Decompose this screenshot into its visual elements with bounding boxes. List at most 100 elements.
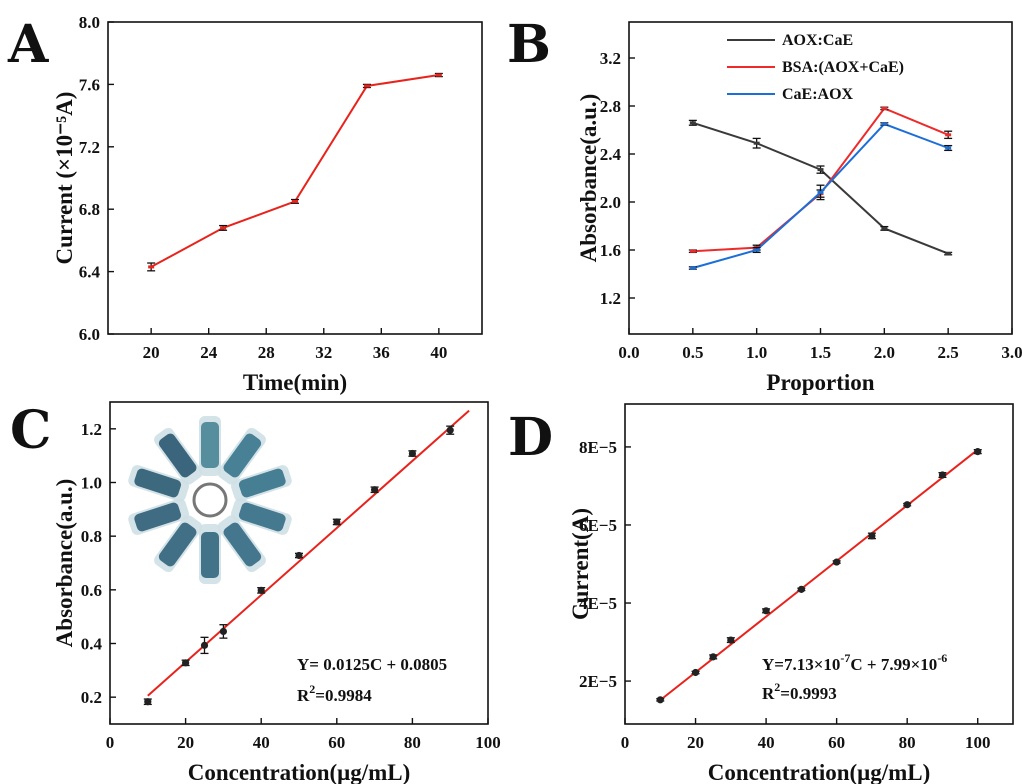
- panel-b-data-point: [945, 133, 952, 137]
- panel-c-data-point: [257, 586, 265, 594]
- panel-c-plot-area: [109, 401, 489, 725]
- panel-b-ytick-label: 2.8: [600, 97, 621, 116]
- panel-b-xtick-label: 2.0: [874, 343, 895, 362]
- tube-liquid-icon: [201, 532, 219, 578]
- tube-liquid-icon: [158, 522, 197, 567]
- panel-c-data-point: [200, 641, 209, 649]
- panel-a-data-point: [435, 73, 442, 77]
- panel-c-r-squared: R2=0.9984: [297, 682, 372, 705]
- panel-d-ytick-label: 6E−5: [579, 516, 617, 535]
- tube-liquid-icon: [201, 422, 219, 468]
- panel-b-chart: AOX:CaE BSA:(AOX+CaE) CaE:AOX 0.0 0.5 1.0 1.5…: [576, 21, 1022, 395]
- tube-icon: [230, 465, 292, 502]
- panel-a-series-line-1: [150, 74, 439, 268]
- panel-a-ytick-label: 8.0: [79, 13, 100, 32]
- legend-label-2: BSA:(AOX+CaE): [782, 59, 904, 76]
- panel-c-data-point: [371, 486, 379, 494]
- panel-a-x-axis-title: Time(min): [243, 370, 347, 395]
- panel-b-ytick-label: 3.2: [600, 49, 621, 68]
- panel-c-fit-line: [147, 409, 470, 697]
- panel-d-data-point: [727, 636, 735, 644]
- panel-c-ytick-label: 0.8: [81, 527, 102, 546]
- panel-c-x-axis-title: Concentration(μg/mL): [188, 760, 411, 784]
- tube-liquid-icon: [223, 433, 262, 478]
- panel-a-chart: 20 24 28 32 36 40 6.0 6.4 6.8 7.2 7.6 8.0 Time(min) C…: [52, 13, 483, 395]
- panel-c-ytick-label: 0.4: [81, 635, 103, 654]
- tube-liquid-icon: [134, 502, 182, 532]
- panel-a-plot-area: [107, 21, 483, 335]
- panel-b-xtick-label: 1.0: [746, 343, 767, 362]
- panel-c-xtick-label: 100: [475, 733, 501, 752]
- tube-icon: [199, 416, 221, 476]
- panel-c-ytick-label: 0.2: [81, 688, 102, 707]
- panel-b-data-point: [689, 121, 696, 125]
- panel-c-xtick-label: 0: [106, 733, 115, 752]
- panel-a-xtick-label: 32: [315, 343, 332, 362]
- panel-b-data-point: [689, 249, 696, 253]
- panel-a-y-axis-title: Current (×10⁻⁵A): [52, 92, 77, 265]
- panel-d-equation: Y=7.13×10-7C + 7.99×10-6: [762, 651, 947, 674]
- panel-c-data-point: [408, 449, 416, 458]
- panel-c-xtick-label: 60: [328, 733, 345, 752]
- panel-d-data-point: [833, 558, 841, 566]
- tube-liquid-icon: [238, 468, 286, 498]
- panel-b-data-point: [881, 122, 888, 126]
- panel-d-data-point: [797, 585, 805, 593]
- panel-b-y-axis-title: Absorbance(a.u.): [576, 94, 601, 263]
- legend-label-1: AOX:CaE: [782, 32, 853, 49]
- tube-icon: [154, 427, 203, 485]
- panel-c-y-axis-title: Absorbance(a.u.): [52, 479, 77, 648]
- panel-d-xtick-label: 60: [828, 733, 845, 752]
- panel-d-data-point: [656, 696, 664, 704]
- tube-icon: [230, 498, 292, 535]
- panel-d-data-point: [903, 501, 911, 509]
- panel-c-chart: Y= 0.0125C + 0.0805 R2=0.9984 0 20 40 60 80 1…: [52, 401, 501, 784]
- tube-icon: [199, 524, 221, 584]
- panel-d-data-point: [868, 532, 876, 540]
- tube-liquid-icon: [134, 468, 182, 498]
- panel-b-data-point: [817, 190, 824, 194]
- panel-b-x-axis-title: Proportion: [766, 370, 874, 395]
- panel-b-xtick-label: 0.0: [618, 343, 639, 362]
- panel-b-xtick-label: 0.5: [682, 343, 703, 362]
- panel-b-ytick-label: 2.4: [600, 145, 622, 164]
- panel-a-xtick-label: 24: [200, 343, 218, 362]
- panel-d-data-point: [691, 668, 700, 677]
- panel-d-data-point: [974, 448, 982, 456]
- tube-liquid-icon: [158, 433, 197, 478]
- panel-letter-a: A: [7, 14, 49, 75]
- panel-b-ytick-label: 2.0: [600, 193, 621, 212]
- panel-letter-c: C: [10, 400, 51, 461]
- panel-b-legend: AOX:CaE BSA:(AOX+CaE) CaE:AOX: [727, 32, 904, 103]
- panel-d-data-point: [762, 607, 770, 615]
- panel-a-data-point: [292, 199, 298, 203]
- tube-icon: [128, 465, 190, 502]
- panel-b-data-point: [881, 226, 888, 230]
- panel-c-data-point: [144, 698, 152, 706]
- panel-d-ytick-label: 8E−5: [579, 438, 617, 457]
- panel-d-xtick-label: 40: [758, 733, 775, 752]
- panel-a-ytick-label: 7.2: [79, 138, 100, 157]
- panel-c-xtick-label: 40: [253, 733, 270, 752]
- panel-b-xtick-label: 3.0: [1001, 343, 1022, 362]
- panel-d-xtick-label: 20: [687, 733, 704, 752]
- panel-d-xtick-label: 80: [899, 733, 916, 752]
- panel-b-ytick-label: 1.6: [600, 241, 621, 260]
- panel-a-ytick-label: 6.0: [79, 325, 100, 344]
- panel-d-y-axis-title: Current(A): [568, 508, 593, 620]
- panel-b-data-point: [945, 146, 952, 150]
- tube-liquid-icon: [238, 502, 286, 532]
- panel-d-x-axis-title: Concentration(μg/mL): [708, 760, 931, 784]
- panel-c-ytick-label: 1.2: [81, 420, 102, 439]
- panel-c-data-point: [182, 659, 190, 667]
- tube-icon: [217, 515, 266, 573]
- panel-c-data-point: [333, 518, 341, 526]
- panel-d-xtick-label: 100: [965, 733, 991, 752]
- tube-liquid-icon: [223, 522, 262, 567]
- panel-a-data-point: [148, 265, 155, 269]
- panel-a-ytick-label: 6.8: [79, 200, 100, 219]
- panel-a-data-point: [220, 226, 227, 230]
- panel-d-data-point: [938, 471, 947, 479]
- panel-b-data-point: [753, 141, 760, 145]
